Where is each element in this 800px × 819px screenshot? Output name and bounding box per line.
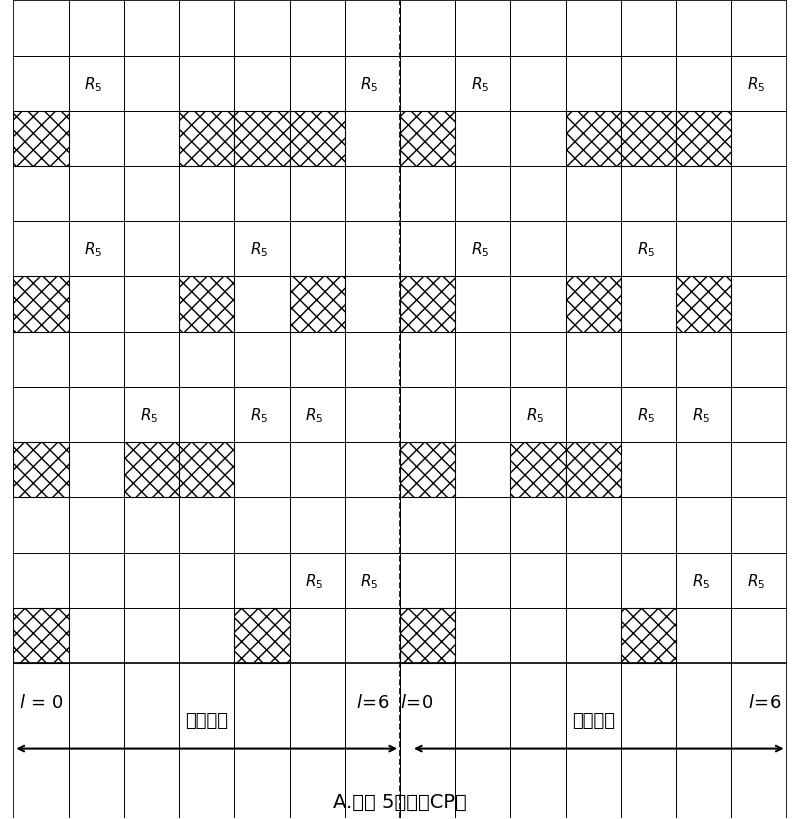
Bar [566,442,621,498]
Bar [14,608,69,663]
Text: $R_5$: $R_5$ [139,405,158,424]
Bar [14,111,69,167]
Text: $R_5$: $R_5$ [637,240,655,259]
Bar [14,277,69,333]
Text: $R_5$: $R_5$ [361,75,379,93]
Text: $R_5$: $R_5$ [526,405,545,424]
Bar [14,442,69,498]
Text: $R_5$: $R_5$ [84,75,102,93]
Text: $R_5$: $R_5$ [306,405,323,424]
Text: $R_5$: $R_5$ [250,405,268,424]
Text: $l\!=\!6$: $l\!=\!6$ [747,694,781,712]
Bar [179,111,234,167]
Bar [510,442,566,498]
Text: $R_5$: $R_5$ [747,571,766,590]
Bar [400,111,455,167]
Text: $l\!=\!6$: $l\!=\!6$ [356,694,389,712]
Bar [400,277,455,333]
Text: $l\,=\,0$: $l\,=\,0$ [19,694,64,712]
Text: $R_5$: $R_5$ [471,75,490,93]
Bar [400,442,455,498]
Text: $R_5$: $R_5$ [361,571,379,590]
Bar [566,277,621,333]
Text: 奇数时隙: 奇数时隙 [572,712,614,730]
Bar [676,277,731,333]
Text: $R_5$: $R_5$ [692,571,710,590]
Bar [234,608,290,663]
Bar [676,111,731,167]
Bar [621,111,676,167]
Bar [621,608,676,663]
Text: $R_5$: $R_5$ [747,75,766,93]
Bar [179,442,234,498]
Bar [400,608,455,663]
Text: $R_5$: $R_5$ [250,240,268,259]
Bar [124,442,179,498]
Bar [14,2,786,663]
Text: 偶数时隙: 偶数时隙 [186,712,228,730]
Bar [179,277,234,333]
Text: $R_5$: $R_5$ [637,405,655,424]
Text: $R_5$: $R_5$ [692,405,710,424]
Bar [234,111,290,167]
Text: $R_5$: $R_5$ [471,240,490,259]
Text: A.端口 5（常规CP）: A.端口 5（常规CP） [333,792,467,811]
Bar [566,111,621,167]
Text: $R_5$: $R_5$ [306,571,323,590]
Text: $l\!=\!0$: $l\!=\!0$ [400,694,434,712]
Bar [290,111,345,167]
Bar [290,277,345,333]
Text: $R_5$: $R_5$ [84,240,102,259]
